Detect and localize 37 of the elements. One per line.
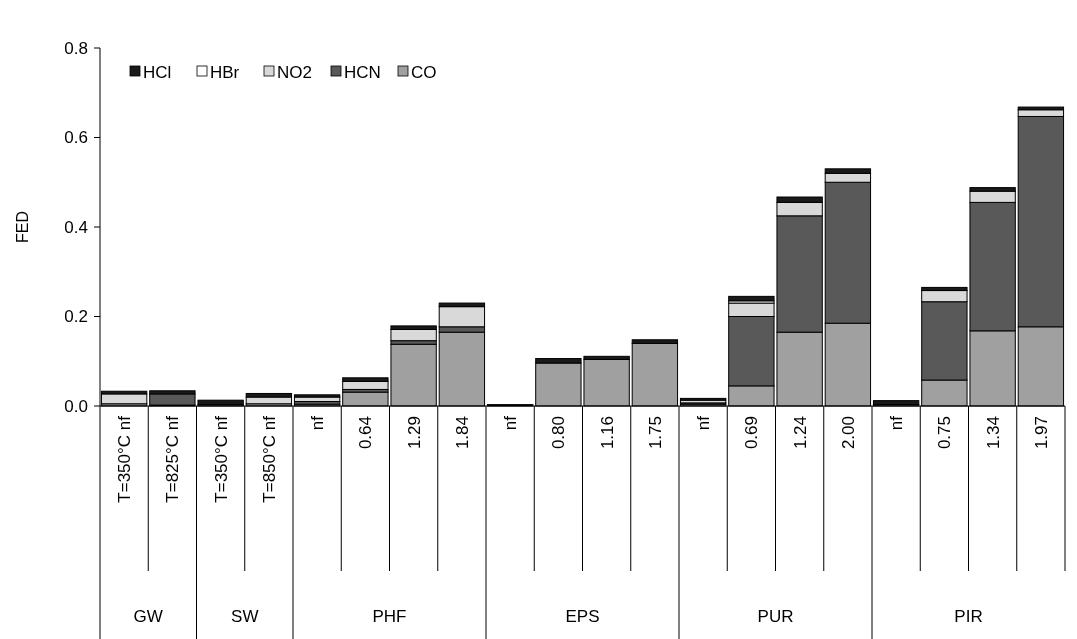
x-tick-label: 2.00 bbox=[838, 416, 858, 450]
x-tick-label: 1.16 bbox=[597, 416, 617, 450]
text: SW bbox=[231, 607, 259, 626]
x-tick-label: 1.34 bbox=[983, 416, 1003, 450]
legend-label: HCl bbox=[143, 62, 172, 82]
x-tick-label: T=850°C nf bbox=[259, 415, 279, 503]
x-tick-label: T=350°C nf bbox=[115, 415, 135, 503]
x-tick-label: 1.24 bbox=[790, 416, 810, 450]
x-tick-label: nf bbox=[501, 415, 521, 431]
y-axis-title: FED bbox=[14, 211, 31, 243]
x-tick-label: 0.75 bbox=[935, 416, 955, 450]
x-tick-label: nf bbox=[308, 415, 328, 431]
text: PIR bbox=[954, 607, 983, 626]
text: EPS bbox=[565, 607, 600, 626]
text: PUR bbox=[757, 607, 794, 626]
x-tick-label: T=350°C nf bbox=[211, 415, 231, 503]
x-tick-label: 1.84 bbox=[452, 416, 472, 450]
x-tick-label: 0.80 bbox=[549, 416, 569, 450]
legend-label: NO2 bbox=[277, 62, 312, 82]
legend-label: CO bbox=[411, 62, 437, 82]
x-tick-label: T=825°C nf bbox=[163, 415, 183, 503]
y-tick-label: 0.4 bbox=[64, 217, 88, 237]
text: GW bbox=[133, 607, 163, 626]
y-tick-label: 0.2 bbox=[64, 307, 88, 327]
x-tick-label: 0.64 bbox=[356, 416, 376, 450]
y-tick-label: 0.0 bbox=[64, 396, 88, 416]
x-tick-label: nf bbox=[887, 415, 907, 431]
legend-label: HCN bbox=[344, 62, 381, 82]
legend-label: HBr bbox=[210, 62, 240, 82]
y-tick-label: 0.8 bbox=[64, 38, 88, 58]
y-tick-label: 0.6 bbox=[64, 128, 88, 148]
text: PHF bbox=[372, 607, 407, 626]
x-tick-label: 1.29 bbox=[404, 416, 424, 450]
x-tick-label: nf bbox=[694, 415, 714, 431]
x-tick-label: 0.69 bbox=[742, 416, 762, 450]
x-tick-label: 1.75 bbox=[645, 416, 665, 450]
x-tick-label: 1.97 bbox=[1031, 416, 1051, 450]
